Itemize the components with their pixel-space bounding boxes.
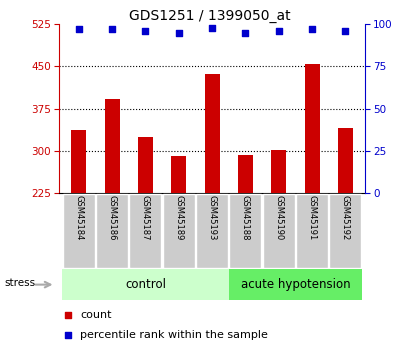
FancyBboxPatch shape [229,269,362,300]
FancyBboxPatch shape [329,194,361,268]
Text: GSM45184: GSM45184 [74,196,83,241]
Point [309,27,315,32]
Point [142,28,149,34]
Bar [71,129,86,193]
Text: GSM45192: GSM45192 [341,196,350,241]
Point [209,25,215,30]
FancyBboxPatch shape [129,194,161,268]
Bar [338,128,353,193]
Point [76,27,82,32]
Point [65,332,71,337]
Point [242,30,249,35]
Bar [171,156,186,193]
FancyBboxPatch shape [263,194,295,268]
Text: GSM45193: GSM45193 [207,196,217,241]
FancyBboxPatch shape [196,194,228,268]
Text: control: control [125,278,166,291]
Text: acute hypotension: acute hypotension [241,278,350,291]
FancyBboxPatch shape [163,194,195,268]
Text: GSM45190: GSM45190 [274,196,283,241]
FancyBboxPatch shape [96,194,128,268]
Bar [238,156,253,193]
Text: GSM45188: GSM45188 [241,196,250,241]
Point [65,313,71,318]
Text: count: count [80,310,112,320]
Bar [105,99,120,193]
FancyBboxPatch shape [63,194,95,268]
Text: GSM45186: GSM45186 [108,196,117,241]
Text: GSM45187: GSM45187 [141,196,150,241]
Point [342,28,349,34]
Text: percentile rank within the sample: percentile rank within the sample [80,330,268,339]
Text: GDS1251 / 1399050_at: GDS1251 / 1399050_at [129,9,291,23]
Bar [205,74,220,193]
Text: GSM45191: GSM45191 [307,196,317,241]
FancyBboxPatch shape [62,269,229,300]
Text: GSM45189: GSM45189 [174,196,183,241]
Text: stress: stress [4,278,35,288]
FancyBboxPatch shape [229,194,261,268]
Point [176,30,182,35]
Point [109,27,116,32]
Point [276,28,282,34]
Bar [271,150,286,193]
Bar [304,63,320,193]
Bar [138,137,153,193]
FancyBboxPatch shape [296,194,328,268]
